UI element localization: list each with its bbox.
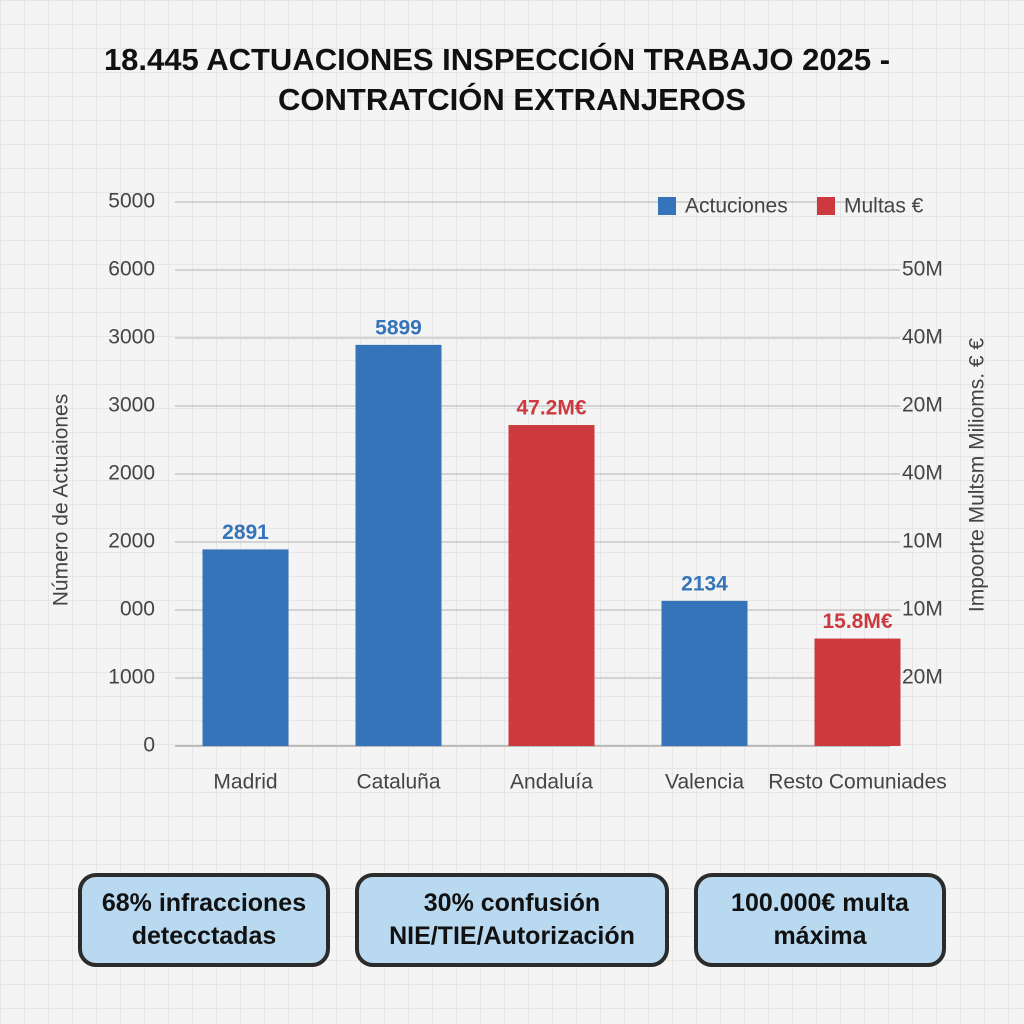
y2-tick-label: 10M (902, 530, 943, 553)
legend-label: Multas € (844, 195, 924, 218)
y2-tick-label: 10M (902, 598, 943, 621)
y2-tick-label: 40M (902, 462, 943, 485)
x-tick-label: Madrid (213, 771, 277, 794)
y-axis-label: Número de Actuaiones (50, 394, 73, 606)
y2-tick-label: 50M (902, 258, 943, 281)
y-tick-label: 5000 (108, 190, 155, 213)
y2-axis-label: Impoorte Multsm Milioms. € € (966, 338, 989, 613)
y-tick-label: 6000 (108, 258, 155, 281)
y2-tick-label: 20M (902, 666, 943, 689)
legend-label: Actuciones (685, 195, 788, 218)
bar (202, 549, 289, 746)
info-card: 100.000€ multa máxima (694, 873, 946, 967)
x-tick-label: Cataluña (356, 771, 440, 794)
data-label: 2891 (222, 521, 269, 544)
data-label: 2134 (681, 572, 728, 595)
x-tick-label: Andaluía (510, 771, 593, 794)
x-tick-label: Resto Comuniades (768, 771, 947, 794)
bar (661, 600, 748, 746)
bar (355, 344, 442, 746)
y-tick-label: 000 (120, 598, 155, 621)
y-tick-label: 2000 (108, 462, 155, 485)
chart: Número de Actuaiones Impoorte Multsm Mil… (50, 190, 989, 794)
y-tick-label: 1000 (108, 666, 155, 689)
title-line: CONTRATCIÓN EXTRANJEROS (278, 82, 746, 117)
legend-swatch (817, 197, 835, 215)
data-label: 5899 (375, 316, 422, 339)
y-tick-label: 0 (143, 734, 155, 757)
y-tick-label: 3000 (108, 326, 155, 349)
title-line: 18.445 ACTUACIONES INSPECCIÓN TRABAJO 20… (103, 42, 891, 77)
y-tick-label: 3000 (108, 394, 155, 417)
chart-title: 18.445 ACTUACIONES INSPECCIÓN TRABAJO 20… (0, 40, 1024, 120)
data-label: 47.2M€ (516, 397, 586, 420)
y2-tick-label: 20M (902, 394, 943, 417)
bar (508, 425, 595, 746)
info-card: 30% confusión NIE/TIE/Autorización (355, 873, 669, 967)
bar (814, 638, 901, 746)
y-tick-label: 2000 (108, 530, 155, 553)
info-card: 68% infracciones detecctadas (78, 873, 330, 967)
x-tick-label: Valencia (665, 771, 744, 794)
y2-tick-label: 40M (902, 326, 943, 349)
data-label: 15.8M€ (822, 610, 892, 633)
legend-swatch (658, 197, 676, 215)
